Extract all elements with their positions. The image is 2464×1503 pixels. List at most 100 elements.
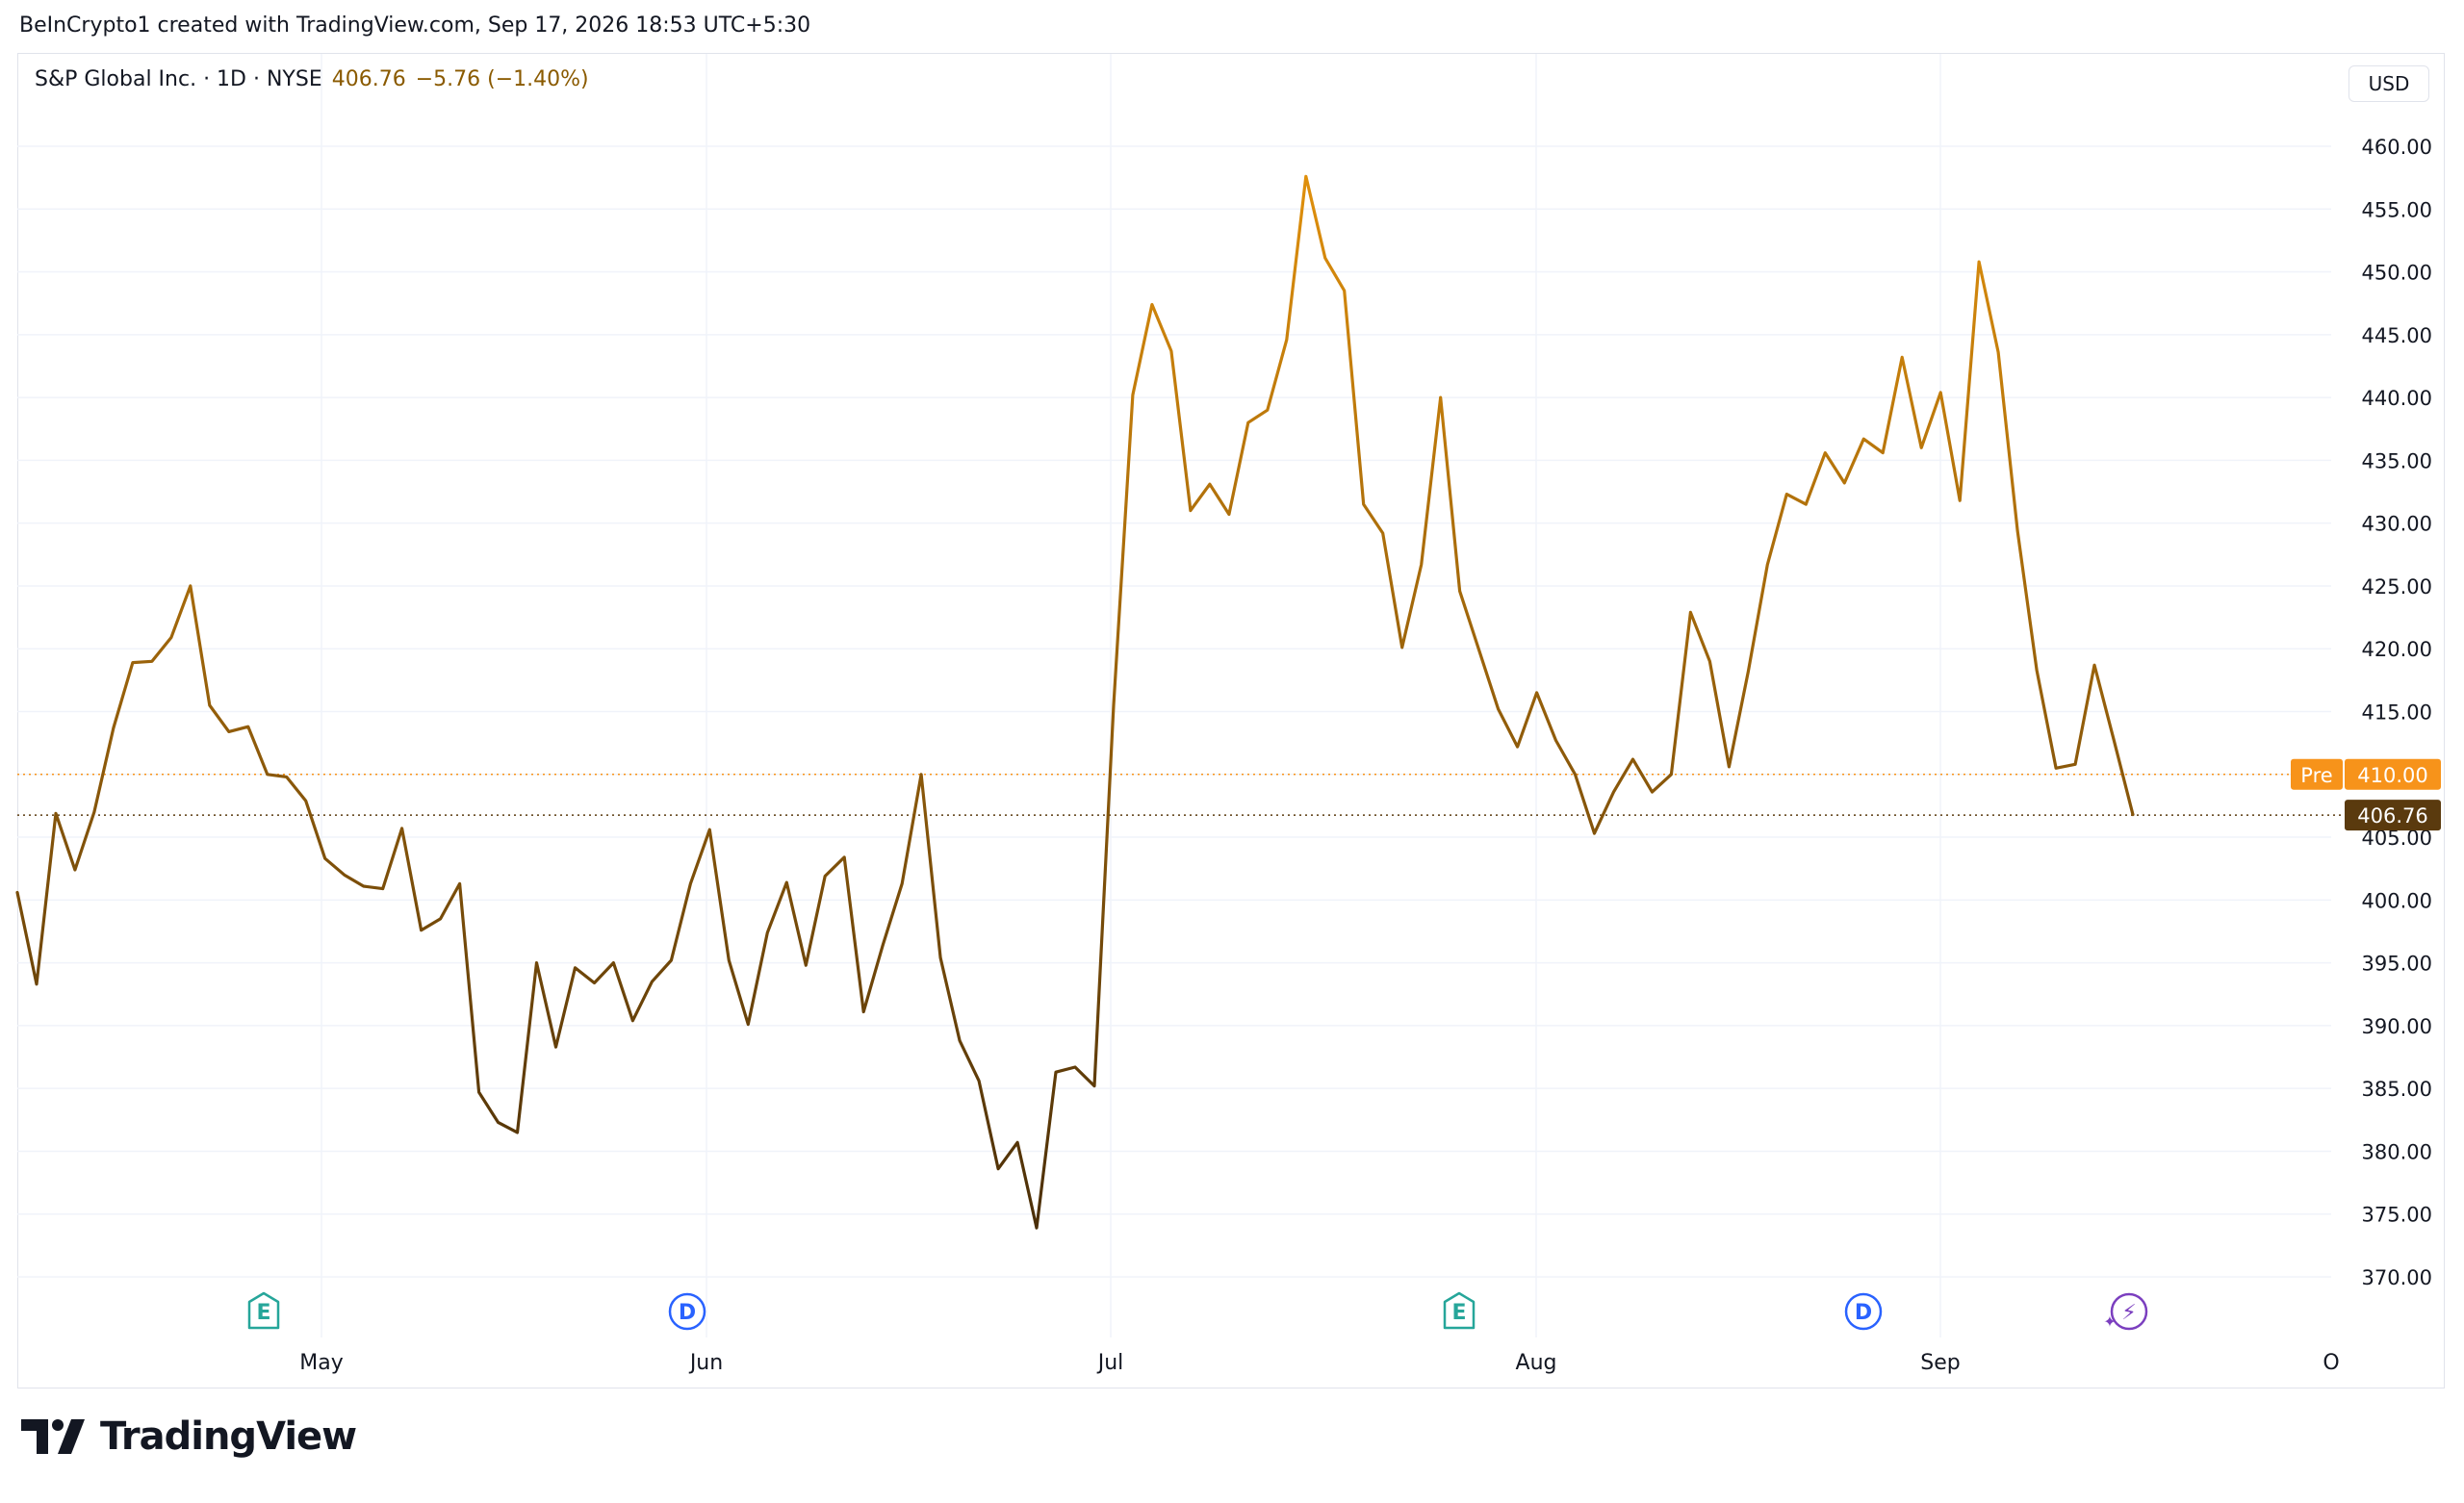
svg-text:E: E	[256, 1301, 270, 1325]
time-axis[interactable]: May Jun Jul Aug Sep O	[299, 1351, 2339, 1375]
svg-text:E: E	[1451, 1301, 1466, 1325]
dividend-marker-icon[interactable]: D	[1844, 1292, 1883, 1331]
price-point	[1900, 355, 1904, 359]
pre-badge: Pre 410.00	[2291, 758, 2441, 790]
price-point	[765, 930, 769, 934]
price-point	[1323, 256, 1327, 260]
tradingview-logo-icon	[21, 1419, 85, 1454]
price-point	[1554, 739, 1558, 743]
price-point	[150, 659, 154, 663]
price-point	[1611, 790, 1615, 794]
price-point	[2015, 529, 2019, 533]
y-tick-label: 425.00	[2362, 575, 2432, 599]
price-point	[227, 729, 231, 733]
price-point	[15, 891, 19, 895]
y-tick-label: 435.00	[2362, 449, 2432, 472]
price-badges: Pre 410.00 406.76	[2291, 758, 2441, 831]
price-point	[1266, 408, 1270, 412]
price-point	[362, 884, 366, 888]
split-marker-icon[interactable]: ⚡✦	[2103, 1292, 2148, 1331]
price-point	[266, 773, 270, 777]
price-point	[343, 873, 346, 877]
y-tick-label: 390.00	[2362, 1015, 2432, 1038]
price-point	[535, 961, 539, 965]
grid-lines	[17, 54, 2331, 1337]
price-line-group	[15, 174, 2135, 1230]
legend-symbol: S&P Global Inc. · 1D · NYSE	[35, 67, 322, 91]
price-point	[1439, 395, 1443, 399]
y-tick-label: 460.00	[2362, 136, 2432, 159]
price-point	[1919, 446, 1923, 449]
tradingview-wordmark: TradingView	[100, 1414, 357, 1459]
y-tick-label: 445.00	[2362, 324, 2432, 347]
earnings-marker-icon[interactable]: E	[1443, 1291, 1476, 1330]
price-point	[2112, 737, 2116, 741]
y-tick-label: 370.00	[2362, 1266, 2432, 1289]
price-point	[2073, 762, 2077, 766]
price-point	[573, 966, 577, 970]
price-point	[1131, 394, 1135, 397]
price-point	[1112, 703, 1116, 707]
price-point	[1189, 509, 1193, 513]
svg-text:⚡: ⚡	[2121, 1301, 2136, 1325]
price-point	[977, 1079, 981, 1083]
price-point	[1630, 757, 1634, 761]
x-tick-label: Jun	[688, 1351, 723, 1375]
x-tick-label: Aug	[1516, 1351, 1557, 1375]
price-point	[2035, 668, 2039, 672]
price-point	[1169, 349, 1173, 353]
price-point	[1015, 1140, 1019, 1144]
price-point	[1574, 773, 1578, 777]
last-price-value: 406.76	[2357, 804, 2427, 828]
currency-button[interactable]: USD	[2348, 65, 2429, 102]
price-point	[630, 1019, 634, 1023]
price-point	[1688, 610, 1692, 614]
price-point	[1861, 437, 1865, 441]
svg-text:D: D	[1855, 1301, 1872, 1325]
price-point	[1227, 513, 1231, 517]
price-axis[interactable]: 460.00 455.00 450.00 445.00 440.00 435.00 430.…	[2362, 136, 2432, 1289]
price-point	[1054, 1070, 1058, 1074]
pre-badge-value: 410.00	[2357, 764, 2427, 787]
price-point	[400, 827, 404, 830]
dividend-marker-icon[interactable]: D	[668, 1292, 706, 1331]
price-point	[1650, 790, 1654, 794]
legend-price: 406.76	[331, 67, 406, 91]
chart-frame	[17, 53, 2445, 1388]
price-point	[381, 887, 385, 891]
price-point	[746, 1023, 750, 1027]
x-tick-label: Jul	[1096, 1351, 1124, 1375]
price-point	[420, 929, 424, 932]
price-point	[1150, 303, 1154, 307]
y-tick-label: 385.00	[2362, 1078, 2432, 1101]
price-point	[1881, 451, 1885, 455]
tradingview-logo[interactable]: TradingView	[21, 1414, 357, 1459]
price-point	[611, 961, 615, 965]
price-point	[323, 856, 327, 860]
y-tick-label: 395.00	[2362, 953, 2432, 976]
price-point	[497, 1120, 500, 1124]
reference-lines	[17, 774, 2345, 816]
price-point	[1381, 531, 1385, 535]
price-point	[1938, 391, 1942, 395]
price-point	[131, 661, 135, 665]
price-point	[1497, 707, 1501, 711]
price-point	[1420, 563, 1424, 567]
y-tick-label: 420.00	[2362, 638, 2432, 661]
price-point	[861, 1010, 865, 1014]
price-point	[1535, 691, 1539, 695]
price-point	[285, 775, 289, 778]
last-price-badge: 406.76	[2345, 800, 2441, 831]
x-tick-label: Sep	[1920, 1351, 1960, 1375]
attribution-text: BeInCrypto1 created with TradingView.com…	[19, 13, 811, 38]
price-point	[881, 943, 885, 947]
price-point	[823, 875, 827, 879]
price-point	[1823, 451, 1827, 455]
event-markers[interactable]: E D E D ⚡✦	[247, 1291, 2148, 1331]
y-tick-label: 375.00	[2362, 1204, 2432, 1227]
price-point	[1727, 765, 1731, 769]
earnings-marker-icon[interactable]: E	[247, 1291, 280, 1330]
price-point	[1285, 338, 1289, 342]
price-point	[189, 584, 192, 588]
